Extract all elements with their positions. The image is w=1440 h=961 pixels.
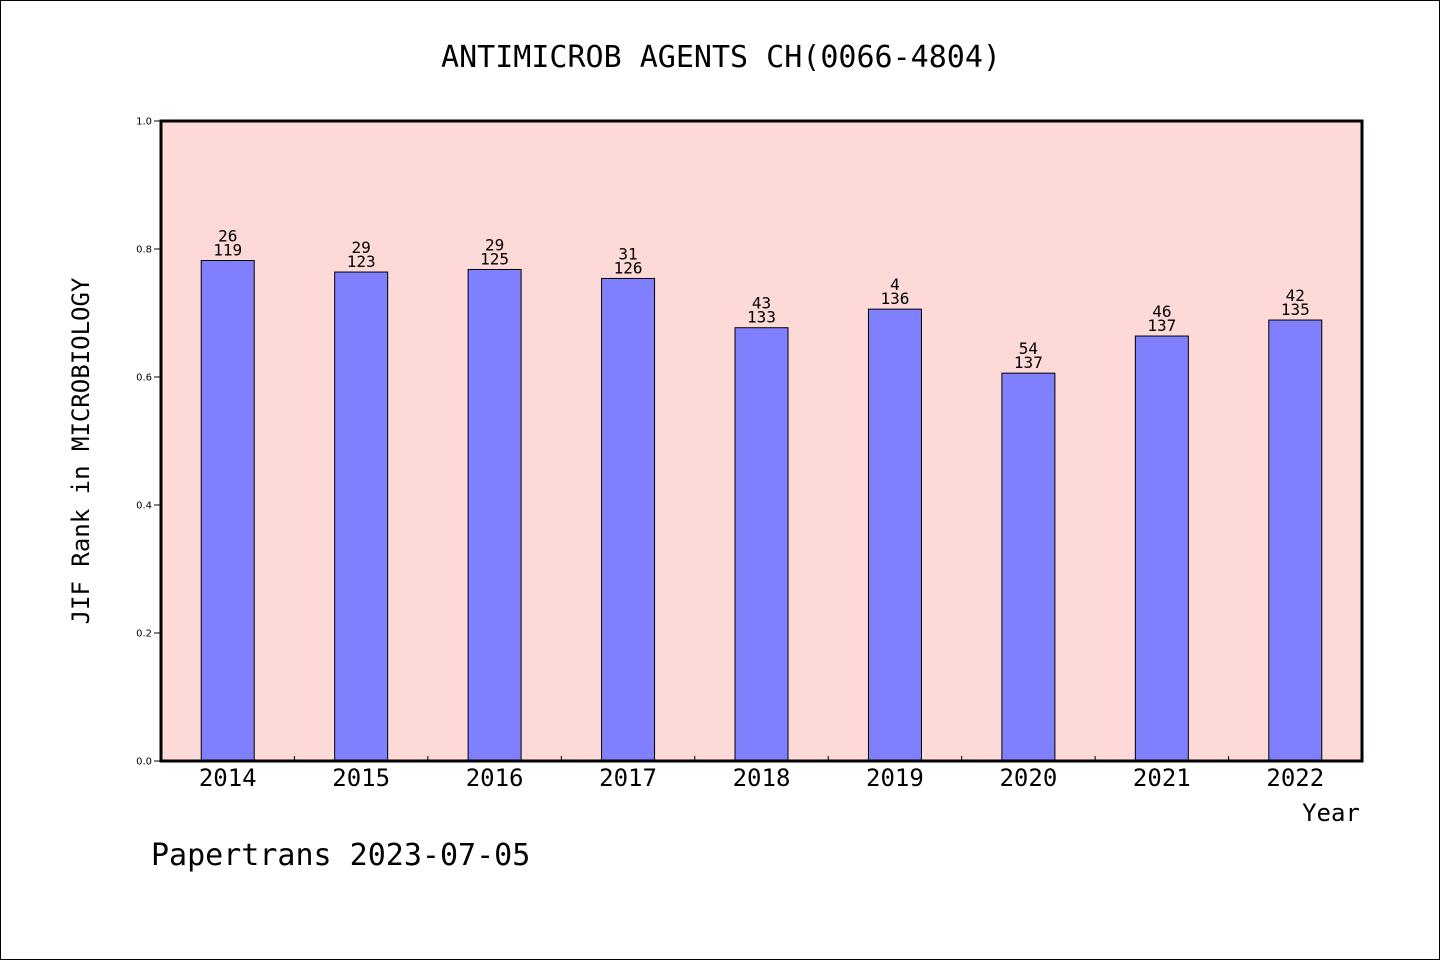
bars-layer xyxy=(200,260,1323,762)
total-label-2020: 137 xyxy=(1014,353,1043,372)
y-tick-label: 0.0 xyxy=(136,757,152,768)
bar-2015 xyxy=(334,271,389,762)
x-axis-label: Year xyxy=(1302,799,1360,827)
bar-2018 xyxy=(734,327,789,762)
y-tick-label: 0.8 xyxy=(136,245,152,256)
rank-label-2018: 43 xyxy=(752,294,771,313)
total-label-2015: 123 xyxy=(347,252,376,271)
footer-text: Papertrans 2023-07-05 xyxy=(151,838,530,873)
bar-2016 xyxy=(467,268,522,762)
x-axis: 2014 2015 2016 2017 2018 2019 2020 2021 2022 xyxy=(199,756,1324,792)
y-axis-label: JIF Rank in MICROBIOLOGY xyxy=(67,277,95,624)
total-label-2014: 119 xyxy=(213,241,242,260)
bar-2022 xyxy=(1268,319,1323,762)
rank-label-2022: 42 xyxy=(1286,286,1305,305)
rank-label-2017: 31 xyxy=(618,244,637,263)
plot-border xyxy=(159,119,1364,763)
y-axis: 0.0 0.2 0.4 0.6 0.8 1.0 xyxy=(136,117,161,768)
rank-label-2021: 46 xyxy=(1152,302,1171,321)
x-tick-label-2018: 2018 xyxy=(733,764,791,792)
bar-2017 xyxy=(601,277,656,762)
bar-2021 xyxy=(1134,335,1189,762)
y-tick-label: 0.2 xyxy=(136,629,152,640)
x-tick-label-2016: 2016 xyxy=(466,764,524,792)
chart-title: ANTIMICROB AGENTS CH(0066-4804) xyxy=(441,40,1001,75)
x-tick-label-2019: 2019 xyxy=(866,764,924,792)
bar-2019 xyxy=(867,308,922,762)
x-tick-label-2022: 2022 xyxy=(1266,764,1324,792)
bar-2014 xyxy=(200,260,255,762)
x-tick-label-2015: 2015 xyxy=(332,764,390,792)
rank-label-2019: 4 xyxy=(890,275,900,294)
y-tick-label: 0.6 xyxy=(136,373,152,384)
rank-label-2020: 54 xyxy=(1019,339,1038,358)
total-label-2017: 126 xyxy=(614,258,643,277)
x-tick-label-2014: 2014 xyxy=(199,764,257,792)
y-tick-label: 0.4 xyxy=(136,501,152,512)
bar-2020 xyxy=(1001,372,1056,762)
rank-label-2016: 29 xyxy=(485,235,504,254)
total-label-2016: 125 xyxy=(480,249,509,268)
rank-label-2015: 29 xyxy=(352,238,371,257)
x-tick-label-2017: 2017 xyxy=(599,764,657,792)
total-label-2021: 137 xyxy=(1147,316,1176,335)
rank-label-2014: 26 xyxy=(218,227,237,246)
total-label-2019: 136 xyxy=(880,289,909,308)
y-tick-label: 1.0 xyxy=(136,117,152,128)
total-label-2022: 135 xyxy=(1281,300,1310,319)
x-tick-label-2021: 2021 xyxy=(1133,764,1191,792)
total-label-2018: 133 xyxy=(747,308,776,327)
x-tick-label-2020: 2020 xyxy=(999,764,1057,792)
